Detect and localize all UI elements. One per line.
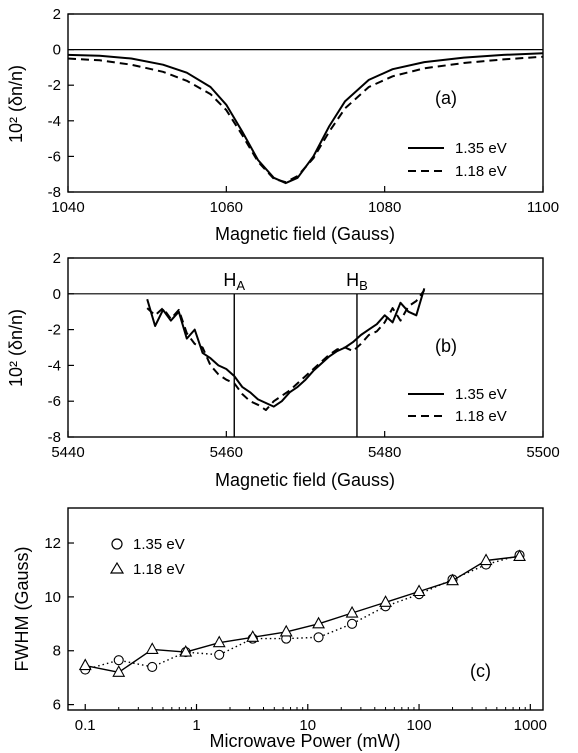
- data-point-triangle: [179, 644, 193, 657]
- panel-b-legend: 1.35 eV 1.18 eV: [408, 386, 507, 425]
- x-tick-label: 1000: [514, 717, 547, 734]
- panel-c-legend: 1.35 eV 1.18 eV: [109, 536, 185, 578]
- y-tick-label: 10: [44, 589, 61, 606]
- data-point-triangle: [345, 605, 359, 618]
- x-tick-label: 5440: [51, 444, 84, 461]
- panel-a-xlabel: Magnetic field (Gauss): [215, 224, 395, 244]
- panel-c-label: (c): [470, 661, 491, 681]
- data-point-circle: [113, 655, 124, 666]
- x-tick-label: 5500: [526, 444, 559, 461]
- legend-c-marker-1: [111, 538, 123, 550]
- x-tick-label: 1100: [527, 199, 559, 216]
- legend-b-label-2: 1.18 eV: [455, 408, 507, 425]
- panel-b: 5440 5460 5480 5500 2 0 -2 -4 -6 -8 HA HB (b) 1.35…: [6, 250, 560, 490]
- series-line-1: [146, 288, 426, 408]
- panel-c-ticks: 0.1 1 10 100 1000 6 8 10 12: [44, 535, 547, 734]
- data-point-triangle: [312, 616, 325, 629]
- panel-b-markers: HA HB: [223, 270, 368, 437]
- series-line-2: [146, 289, 426, 412]
- data-point-triangle: [145, 642, 159, 654]
- x-tick-label: 0.1: [75, 717, 96, 734]
- x-tick-label: 1060: [210, 199, 243, 216]
- y-tick-label: -6: [48, 393, 61, 410]
- x-tick-label: 100: [407, 717, 432, 734]
- data-point-triangle: [479, 553, 493, 566]
- data-point-triangle: [246, 630, 260, 642]
- panel-b-ylabel: 10² (δn/n): [6, 309, 26, 387]
- panel-b-ticks: 5440 5460 5480 5500 2 0 -2 -4 -6 -8: [48, 250, 560, 461]
- panel-b-series: [146, 288, 426, 412]
- y-tick-label: 0: [53, 42, 61, 59]
- data-point-triangle: [412, 584, 426, 597]
- legend-a-label-2: 1.18 eV: [455, 163, 507, 180]
- panel-b-xlabel: Magnetic field (Gauss): [215, 470, 395, 490]
- panel-a-series: [67, 52, 544, 185]
- y-tick-label: -4: [48, 357, 61, 374]
- y-tick-label: -8: [48, 429, 61, 446]
- y-tick-label: -6: [48, 148, 61, 165]
- x-tick-label: 1: [192, 717, 200, 734]
- panel-c-frame: [67, 507, 544, 711]
- y-tick-label: 12: [44, 535, 61, 552]
- panel-a-ticks: 1040 1060 1080 1100 2 0 -2 -4 -6 -8: [48, 6, 559, 216]
- marker-label-A: HA: [223, 270, 245, 293]
- x-tick-label: 5480: [368, 444, 401, 461]
- y-tick-label: 6: [53, 697, 61, 714]
- data-point-circle: [147, 661, 158, 672]
- data-point-circle: [313, 632, 324, 643]
- series-line-2: [85, 555, 520, 673]
- panel-a-frame: [67, 13, 544, 193]
- y-tick-label: -4: [48, 113, 61, 130]
- panel-a-label: (a): [435, 88, 457, 108]
- y-tick-label: -8: [48, 184, 61, 201]
- data-point-triangle: [112, 665, 126, 677]
- legend-c-marker-2: [109, 561, 125, 574]
- x-tick-label: 1040: [51, 199, 84, 216]
- y-tick-label: 8: [53, 643, 61, 660]
- marker-label-B: HB: [346, 270, 368, 293]
- panel-b-label: (b): [435, 336, 457, 356]
- legend-a-label-1: 1.35 eV: [455, 140, 507, 157]
- data-point-circle: [347, 618, 358, 629]
- series-line-1: [85, 554, 520, 671]
- x-tick-label: 10: [299, 717, 316, 734]
- y-tick-label: 0: [53, 286, 61, 303]
- y-tick-label: 2: [53, 6, 61, 23]
- data-point-triangle: [78, 658, 92, 671]
- data-point-triangle: [513, 549, 526, 562]
- legend-c-label-1: 1.35 eV: [133, 536, 185, 553]
- data-point-triangle: [446, 573, 459, 586]
- legend-c-label-2: 1.18 eV: [133, 561, 185, 578]
- series-line-2: [67, 55, 544, 184]
- data-point-triangle: [379, 595, 392, 607]
- panel-c-ylabel: FWHM (Gauss): [12, 547, 32, 672]
- legend-b-label-1: 1.35 eV: [455, 386, 507, 403]
- panel-c-series: [78, 549, 526, 677]
- y-tick-label: -2: [48, 77, 61, 94]
- data-point-triangle: [212, 635, 226, 648]
- panel-a: 1040 1060 1080 1100 2 0 -2 -4 -6 -8 (a) 1.35 eV 1…: [6, 6, 559, 244]
- data-point-circle: [214, 649, 225, 660]
- panel-b-frame: [67, 257, 544, 438]
- y-tick-label: -2: [48, 322, 61, 339]
- panel-c-xlabel: Microwave Power (mW): [209, 731, 400, 751]
- panel-a-legend: 1.35 eV 1.18 eV: [408, 140, 507, 180]
- data-point-triangle: [279, 624, 293, 637]
- y-tick-label: 2: [53, 250, 61, 267]
- x-tick-label: 5460: [210, 444, 243, 461]
- x-tick-label: 1080: [368, 199, 401, 216]
- panel-a-ylabel: 10² (δn/n): [6, 65, 26, 143]
